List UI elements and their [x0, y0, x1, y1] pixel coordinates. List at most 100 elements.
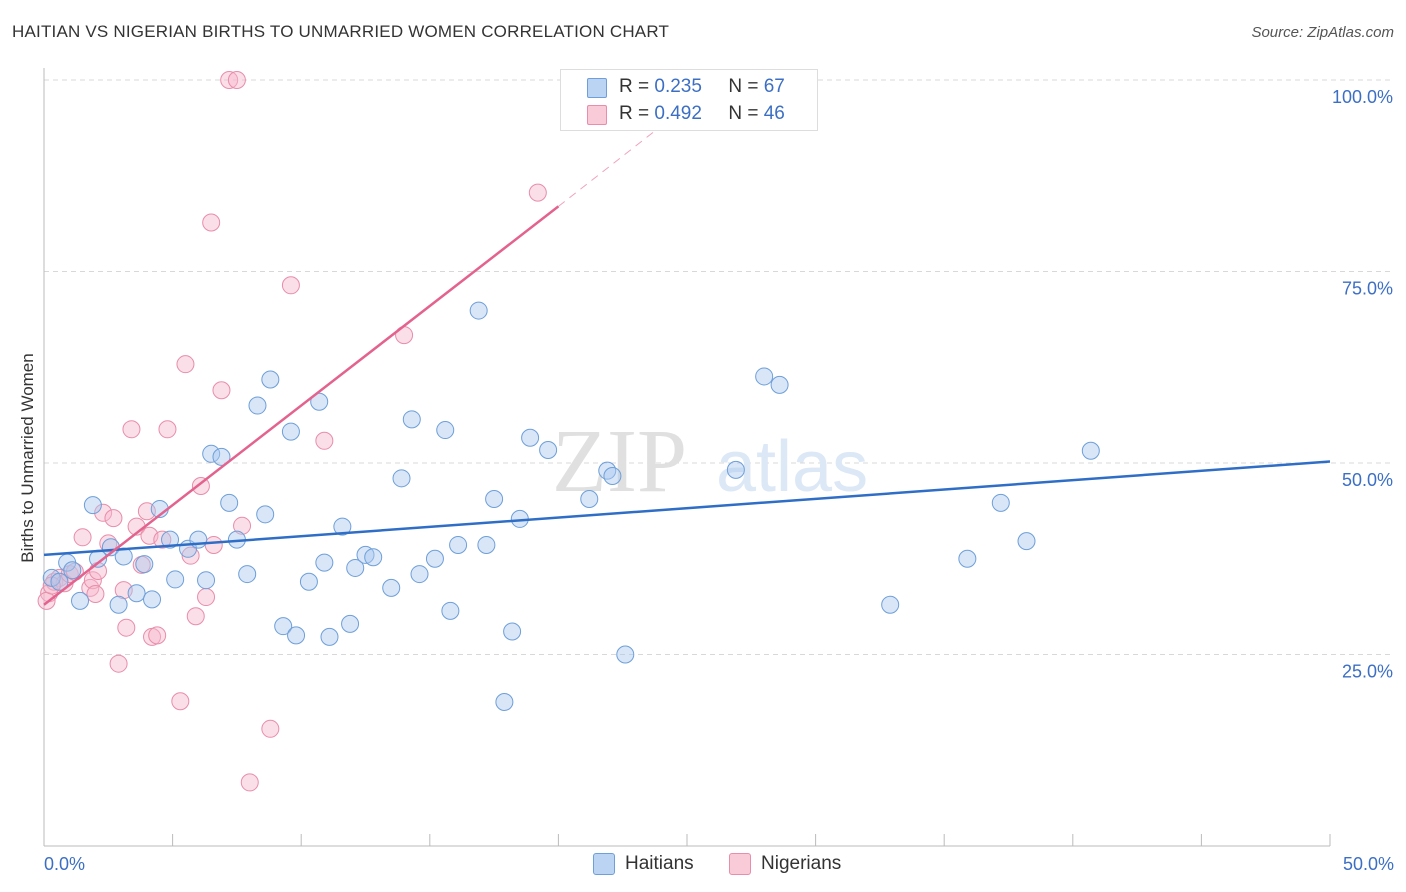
haitian-point — [281, 422, 300, 441]
haitian-point — [63, 561, 82, 580]
haitian-point — [83, 496, 102, 515]
legend-swatch-haitians — [587, 78, 607, 98]
bottom-legend-label-haitians: Haitians — [625, 853, 694, 874]
legend-n-label: N = — [728, 103, 759, 124]
nigerian-trend-extension — [558, 125, 662, 207]
nigerian-point — [153, 530, 172, 549]
chart-title: HAITIAN VS NIGERIAN BIRTHS TO UNMARRIED … — [12, 22, 670, 41]
haitian-point — [287, 626, 306, 645]
nigerian-point — [86, 584, 105, 603]
haitian-point — [189, 530, 208, 549]
haitian-point — [958, 549, 977, 568]
haitian-point — [469, 301, 488, 320]
haitian-point — [991, 493, 1010, 512]
haitian-point — [539, 440, 558, 459]
nigerian-point — [148, 626, 167, 645]
haitian-point — [274, 617, 293, 636]
haitian-point — [320, 627, 339, 646]
nigerian-point — [240, 773, 259, 792]
nigerian-point — [528, 183, 547, 202]
bottom-legend-label-nigerians: Nigerians — [761, 853, 842, 874]
nigerian-point — [94, 503, 113, 522]
nigerian-point — [117, 618, 136, 637]
haitian-point — [616, 645, 635, 664]
haitian-point — [299, 572, 318, 591]
nigerian-point — [176, 355, 195, 374]
y-axis-title: Births to Unmarried Women — [18, 353, 37, 562]
haitian-point — [248, 396, 267, 415]
nigerian-point — [83, 571, 102, 590]
haitian-point — [220, 493, 239, 512]
haitian-point — [770, 375, 789, 394]
haitian-points — [42, 301, 1100, 711]
haitian-point — [449, 535, 468, 554]
haitian-point — [197, 571, 216, 590]
legend-r-value: 0.235 — [654, 76, 702, 97]
haitian-point — [726, 460, 745, 479]
nigerian-point — [220, 71, 239, 89]
x-ticks — [172, 834, 1331, 846]
haitian-point — [256, 505, 275, 524]
watermark-zip: ZIP — [552, 412, 687, 511]
haitian-point — [436, 421, 455, 440]
haitian-point — [341, 614, 360, 633]
y-tick-label: 75.0% — [1342, 279, 1393, 299]
nigerian-point — [197, 588, 216, 607]
nigerian-points — [37, 71, 547, 792]
axes — [43, 68, 1330, 847]
haitian-point — [580, 490, 599, 509]
nigerian-point — [171, 692, 190, 711]
haitian-point — [1017, 532, 1036, 551]
nigerian-point — [315, 431, 334, 450]
haitian-point — [71, 591, 90, 610]
haitian-point — [603, 467, 622, 486]
y-tick-label: 25.0% — [1342, 662, 1393, 682]
nigerian-point — [37, 591, 56, 610]
stats-legend: R = 0.235 N = 67 R = 0.492 N = 46 — [560, 69, 818, 131]
nigerian-point — [109, 654, 128, 673]
haitian-point — [315, 553, 334, 572]
nigerian-point — [73, 528, 92, 547]
haitian-point — [495, 692, 514, 711]
haitian-trend-line — [43, 460, 1331, 557]
y-tick-labels: 25.0% 50.0% 75.0% 100.0% — [1332, 87, 1393, 682]
haitian-point — [166, 570, 185, 589]
haitian-point — [143, 590, 162, 609]
haitian-point — [392, 469, 411, 488]
legend-swatch-nigerians — [587, 105, 607, 125]
legend-n-value: 67 — [763, 76, 785, 97]
nigerian-point — [191, 476, 210, 495]
haitian-point — [212, 447, 231, 466]
watermark: ZIP atlas — [552, 412, 868, 511]
nigerian-point — [233, 516, 252, 535]
x-tick-label-min: 0.0% — [44, 854, 85, 874]
nigerian-point — [181, 546, 200, 565]
haitian-point — [382, 578, 401, 597]
haitian-point — [441, 601, 460, 620]
haitian-point — [135, 555, 154, 574]
nigerian-point — [204, 535, 223, 554]
haitian-point — [109, 595, 128, 614]
nigerian-point — [281, 276, 300, 295]
haitian-point — [521, 428, 540, 447]
x-tick-label-max: 50.0% — [1343, 854, 1394, 874]
nigerian-point — [186, 607, 205, 626]
y-tick-label: 50.0% — [1342, 470, 1393, 490]
nigerian-point — [202, 213, 221, 232]
legend-n-label: N = — [728, 76, 759, 97]
nigerian-point — [122, 420, 141, 439]
haitian-point — [202, 444, 221, 463]
nigerian-trend-line — [43, 205, 560, 606]
nigerian-point — [158, 420, 177, 439]
haitian-point — [485, 490, 504, 509]
haitian-point — [503, 622, 522, 641]
haitian-point — [755, 367, 774, 386]
nigerian-point — [227, 71, 246, 89]
haitian-point — [881, 595, 900, 614]
bottom-legend-swatch-nigerians — [729, 853, 751, 875]
haitian-point — [238, 565, 257, 584]
bottom-legend-swatch-haitians — [593, 853, 615, 875]
chart-source: Source: ZipAtlas.com — [1251, 24, 1394, 41]
legend-n-value: 46 — [763, 103, 785, 124]
